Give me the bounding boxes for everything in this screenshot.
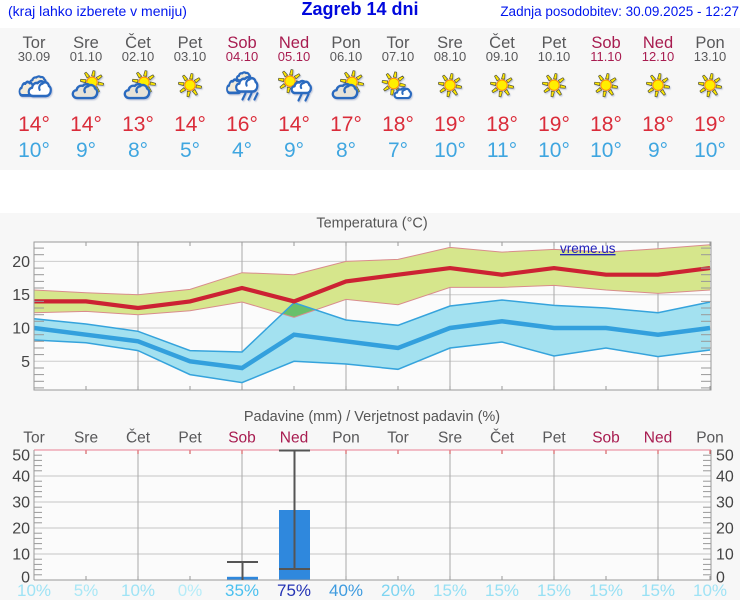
svg-text:Ned: Ned [644,430,672,447]
svg-text:Sob: Sob [592,430,620,447]
svg-text:10: 10 [12,321,30,338]
svg-text:Tor: Tor [387,430,409,447]
svg-text:vreme.us: vreme.us [560,241,616,256]
svg-text:Čet: Čet [490,430,515,447]
svg-text:Sob: Sob [228,430,256,447]
svg-text:20: 20 [12,254,30,271]
svg-text:5: 5 [21,354,30,371]
svg-text:Pet: Pet [542,430,566,447]
svg-text:40: 40 [716,469,734,486]
svg-text:50: 50 [12,448,30,465]
svg-text:Sre: Sre [74,430,98,447]
svg-text:30: 30 [12,495,30,512]
svg-text:Pet: Pet [178,430,202,447]
svg-text:Čet: Čet [126,430,151,447]
svg-text:20: 20 [716,521,734,538]
svg-text:10: 10 [12,547,30,564]
svg-text:Padavine (mm) / Verjetnost pad: Padavine (mm) / Verjetnost padavin (%) [244,409,500,425]
svg-text:0: 0 [21,570,30,587]
svg-text:Tor: Tor [23,430,45,447]
svg-text:40: 40 [12,469,30,486]
svg-text:10: 10 [716,547,734,564]
svg-text:0: 0 [716,570,725,587]
svg-text:Sre: Sre [438,430,462,447]
svg-text:20: 20 [12,521,30,538]
svg-text:Temperatura (°C): Temperatura (°C) [316,216,427,232]
svg-text:50: 50 [716,448,734,465]
svg-text:Pon: Pon [696,430,724,447]
svg-text:30: 30 [716,495,734,512]
svg-text:Ned: Ned [280,430,308,447]
svg-text:Pon: Pon [332,430,360,447]
svg-text:15: 15 [12,287,30,304]
